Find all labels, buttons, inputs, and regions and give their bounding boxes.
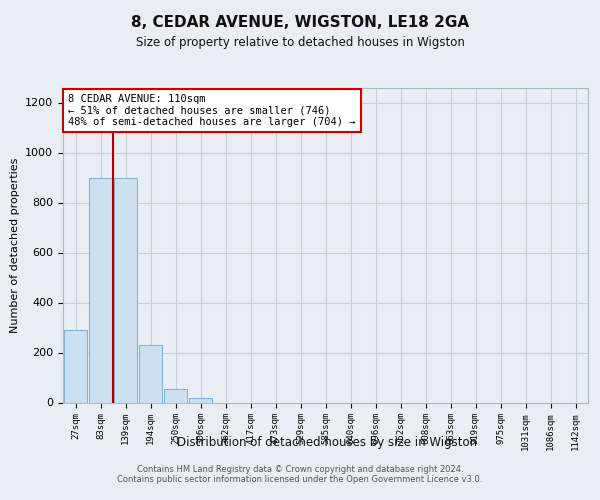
Bar [139,345,162,403]
Text: Contains HM Land Registry data © Crown copyright and database right 2024.: Contains HM Land Registry data © Crown c… [137,464,463,473]
Bar [64,330,87,402]
Bar [189,398,212,402]
Text: 8 CEDAR AVENUE: 110sqm
← 51% of detached houses are smaller (746)
48% of semi-de: 8 CEDAR AVENUE: 110sqm ← 51% of detached… [68,94,356,127]
Text: 8, CEDAR AVENUE, WIGSTON, LE18 2GA: 8, CEDAR AVENUE, WIGSTON, LE18 2GA [131,15,469,30]
Bar [114,178,137,402]
Text: Distribution of detached houses by size in Wigston: Distribution of detached houses by size … [177,436,477,449]
Bar [89,178,112,402]
Text: Contains public sector information licensed under the Open Government Licence v3: Contains public sector information licen… [118,476,482,484]
Y-axis label: Number of detached properties: Number of detached properties [10,158,20,332]
Text: Size of property relative to detached houses in Wigston: Size of property relative to detached ho… [136,36,464,49]
Bar [164,389,187,402]
